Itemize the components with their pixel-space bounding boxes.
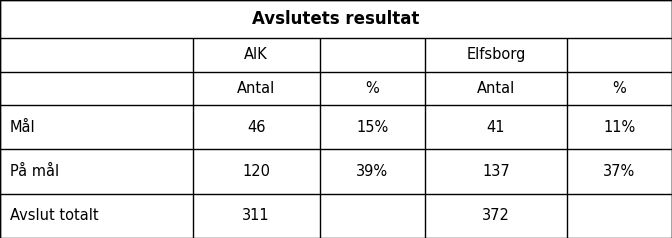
Text: Elfsborg: Elfsborg xyxy=(466,47,526,62)
Text: %: % xyxy=(366,81,379,96)
Text: Antal: Antal xyxy=(237,81,276,96)
Text: 41: 41 xyxy=(487,119,505,134)
Text: På mål: På mål xyxy=(10,164,59,179)
Text: 37%: 37% xyxy=(603,164,636,179)
Text: AIK: AIK xyxy=(244,47,268,62)
Text: 15%: 15% xyxy=(356,119,388,134)
Text: 372: 372 xyxy=(482,208,510,223)
Text: 39%: 39% xyxy=(356,164,388,179)
Text: 137: 137 xyxy=(482,164,509,179)
Text: Avslutets resultat: Avslutets resultat xyxy=(252,10,420,28)
Text: 46: 46 xyxy=(247,119,265,134)
Text: 120: 120 xyxy=(242,164,270,179)
Text: %: % xyxy=(612,81,626,96)
Text: Antal: Antal xyxy=(476,81,515,96)
Text: Avslut totalt: Avslut totalt xyxy=(10,208,99,223)
Text: 11%: 11% xyxy=(603,119,636,134)
Text: 311: 311 xyxy=(243,208,270,223)
Text: Mål: Mål xyxy=(10,119,36,134)
